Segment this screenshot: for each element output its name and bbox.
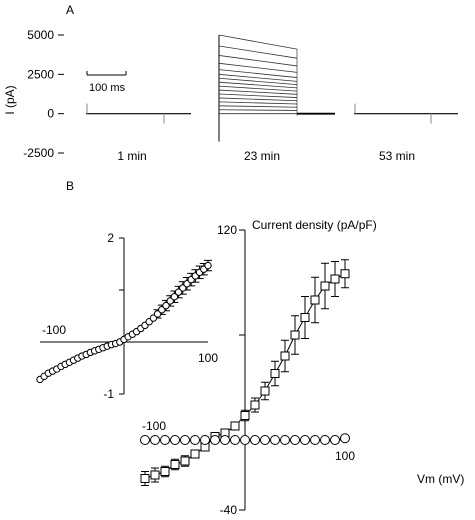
panel-a-ytick-label: 5000 — [27, 28, 54, 42]
circle-series-point — [150, 435, 160, 445]
current-sweep — [218, 73, 298, 82]
square-series-point — [320, 281, 330, 291]
circle-series-point — [220, 435, 230, 445]
circle-series-point — [260, 435, 270, 445]
current-sweep — [218, 101, 298, 105]
square-series-point — [260, 386, 270, 396]
panel-b-ylabel: Current density (pA/pF) — [252, 218, 377, 232]
square-series-point — [270, 369, 280, 378]
current-sweep — [218, 97, 298, 102]
inset-ytick-label: 2 — [107, 231, 114, 245]
circle-series-point — [180, 435, 190, 445]
current-sweep — [218, 109, 298, 111]
circle-series-point — [230, 435, 240, 445]
square-series-point — [170, 460, 180, 469]
square-series-point — [340, 269, 350, 279]
current-sweep — [218, 105, 298, 108]
inset-ytick-label: -1 — [103, 387, 114, 401]
circle-series-point — [250, 435, 260, 445]
current-sweep — [218, 55, 298, 67]
panel-b-xtick-label: 100 — [335, 449, 355, 463]
circle-series-point — [320, 435, 330, 445]
current-sweep — [218, 69, 298, 78]
square-series-point — [300, 313, 310, 322]
circle-series-point — [330, 435, 340, 445]
square-series-point — [140, 474, 150, 483]
square-series-point — [310, 295, 320, 305]
trace-time-label: 53 min — [379, 149, 415, 163]
square-series-point — [190, 449, 200, 459]
circle-series-point — [160, 435, 170, 445]
panel-a-label: A — [66, 3, 74, 17]
panel-b-label: B — [66, 179, 74, 193]
circle-series-point — [240, 435, 250, 445]
square-series-point — [160, 467, 170, 476]
circle-series-point — [290, 435, 300, 445]
circle-series-point — [140, 435, 150, 445]
inset-xtick-label: -100 — [42, 323, 66, 337]
square-series-point — [180, 456, 190, 466]
inset-circle-series-point — [170, 293, 179, 301]
square-series-point — [230, 421, 240, 431]
inset-circle-series-point — [162, 301, 170, 310]
inset-circle-series-point — [204, 261, 212, 270]
trace-time-label: 1 min — [117, 149, 146, 163]
square-series-point — [290, 330, 300, 340]
square-series-point — [150, 470, 160, 480]
circle-series-point — [300, 435, 310, 445]
circle-series-point — [200, 435, 210, 445]
current-sweep — [218, 77, 298, 86]
current-sweep — [218, 34, 298, 50]
square-series-point — [280, 351, 290, 361]
current-sweep — [218, 45, 298, 59]
circle-series-point — [280, 435, 290, 445]
circle-series-point — [340, 433, 350, 444]
panel-b-chart: 120 -40 -100 100 2 -1 -100 100 Current density… — [36, 218, 464, 517]
panel-b-ytick-label: 120 — [217, 223, 237, 237]
panel-a-ytick-label: 2500 — [27, 67, 54, 81]
trace-time-label: 23 min — [244, 149, 280, 163]
circle-series-point — [270, 435, 280, 445]
current-sweep — [218, 89, 298, 95]
panel-b-xlabel: Vm (mV) — [417, 472, 464, 486]
current-sweep — [218, 81, 298, 89]
scale-bar-label: 100 ms — [89, 82, 126, 94]
square-series-point — [330, 274, 340, 284]
square-series-point — [250, 400, 260, 410]
current-sweep — [218, 93, 298, 98]
current-sweep — [218, 62, 298, 73]
panel-b-ytick-label: -40 — [220, 503, 238, 517]
inset-xtick-label: 100 — [198, 351, 218, 365]
current-sweep — [218, 85, 298, 92]
circle-series-point — [170, 435, 180, 445]
panel-a-ylabel: I (pA) — [3, 85, 17, 114]
panel-a-ytick-label: 0 — [47, 107, 54, 121]
panel-a-ytick-label: -2500 — [23, 146, 54, 160]
circle-series-point — [190, 435, 200, 445]
circle-series-point — [310, 435, 320, 445]
circle-series-point — [210, 435, 220, 445]
panel-b-xtick-label: -100 — [142, 419, 166, 433]
scale-bar: 100 ms — [86, 71, 127, 94]
square-series-point — [240, 411, 250, 420]
